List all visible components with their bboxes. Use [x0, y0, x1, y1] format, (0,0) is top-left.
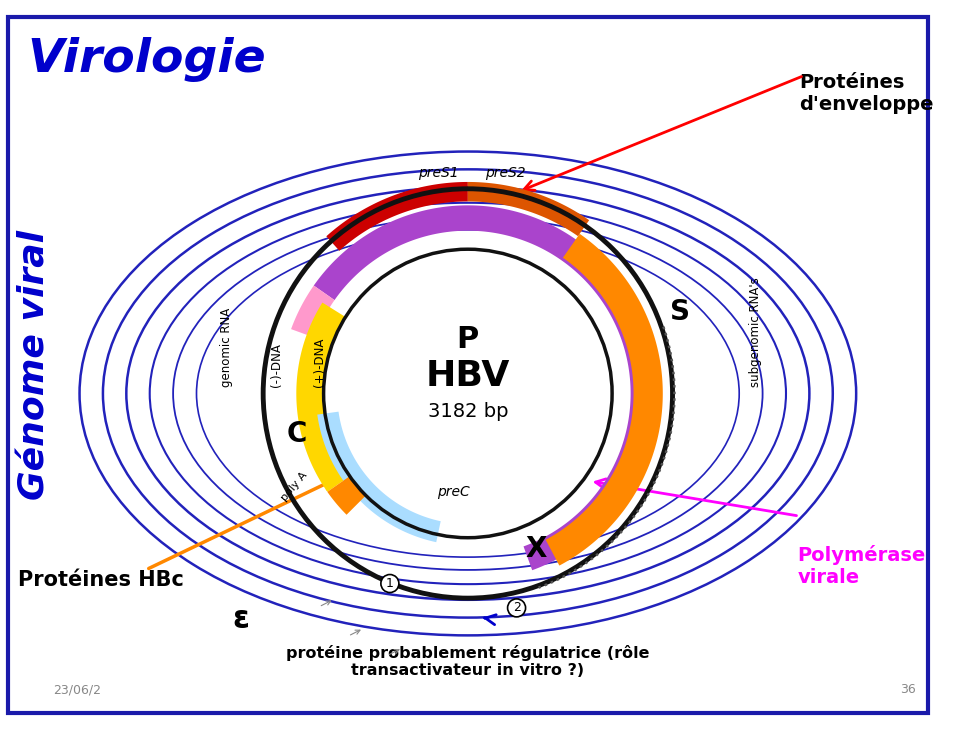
Text: ε: ε — [232, 605, 249, 634]
Text: P: P — [457, 326, 479, 354]
Polygon shape — [314, 205, 656, 570]
Text: X: X — [525, 535, 547, 564]
Polygon shape — [326, 182, 468, 251]
Text: genomic RNA: genomic RNA — [220, 307, 232, 387]
Text: poly A: poly A — [279, 469, 309, 503]
Text: 1: 1 — [386, 577, 394, 590]
Text: HBV: HBV — [425, 359, 510, 393]
Text: Protéines HBc: Protéines HBc — [17, 569, 183, 590]
Text: 3182 bp: 3182 bp — [427, 402, 508, 420]
Text: Protéines
d'enveloppe: Protéines d'enveloppe — [800, 72, 934, 114]
Text: preS2: preS2 — [485, 166, 525, 180]
Polygon shape — [291, 285, 334, 338]
Text: Polymérase
virale: Polymérase virale — [798, 545, 925, 588]
Text: preS1: preS1 — [419, 166, 459, 180]
Text: Génome viral: Génome viral — [17, 230, 51, 500]
Text: C: C — [287, 420, 307, 448]
Polygon shape — [545, 234, 662, 566]
Text: 23/06/2: 23/06/2 — [54, 683, 102, 696]
Text: subgenomic RNA's: subgenomic RNA's — [749, 277, 762, 387]
Polygon shape — [327, 476, 366, 515]
Text: preC: preC — [437, 485, 469, 499]
Text: 36: 36 — [900, 683, 916, 696]
Text: S: S — [670, 299, 690, 326]
Polygon shape — [317, 412, 441, 542]
Text: protéine probablement régulatrice (rôle
transactivateur in vitro ?): protéine probablement régulatrice (rôle … — [286, 645, 650, 678]
Polygon shape — [297, 302, 349, 492]
Polygon shape — [468, 182, 589, 237]
Text: Virologie: Virologie — [27, 36, 266, 82]
Text: 2: 2 — [513, 602, 520, 615]
Text: (+)-DNA: (+)-DNA — [313, 337, 326, 387]
Text: (-)-DNA: (-)-DNA — [271, 343, 283, 387]
